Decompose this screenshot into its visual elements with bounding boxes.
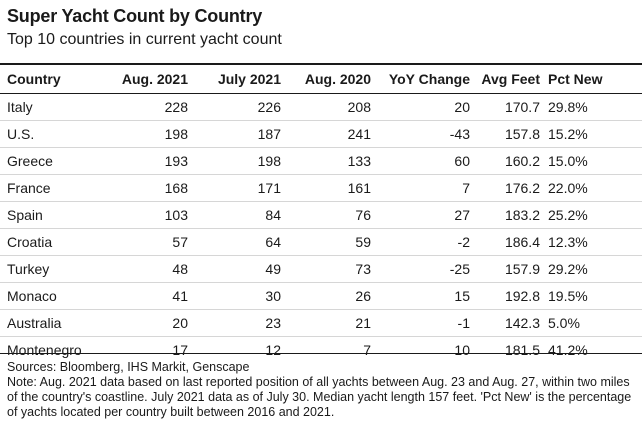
cell-yoy-change: 15 bbox=[375, 282, 472, 310]
cell-aug-2021: 57 bbox=[105, 228, 192, 256]
column-header-july-2021: July 2021 bbox=[192, 65, 283, 94]
chart-title: Super Yacht Count by Country bbox=[7, 6, 263, 26]
table-row: Australia 20 23 21 -1 142.3 5.0% bbox=[0, 309, 642, 337]
cell-yoy-change: -43 bbox=[375, 120, 472, 148]
table-row: Croatia 57 64 59 -2 186.4 12.3% bbox=[0, 228, 642, 256]
cell-country: Croatia bbox=[0, 228, 105, 256]
cell-aug-2021: 168 bbox=[105, 174, 192, 202]
table-row: U.S. 198 187 241 -43 157.8 15.2% bbox=[0, 120, 642, 148]
cell-july-2021: 23 bbox=[192, 309, 283, 337]
cell-july-2021: 171 bbox=[192, 174, 283, 202]
column-header-aug-2021: Aug. 2021 bbox=[105, 65, 192, 94]
cell-yoy-change: -1 bbox=[375, 309, 472, 337]
cell-aug-2021: 41 bbox=[105, 282, 192, 310]
cell-aug-2020: 21 bbox=[283, 309, 375, 337]
cell-aug-2020: 7 bbox=[363, 342, 371, 358]
cell-july-2021: 12 bbox=[265, 342, 281, 358]
cell-yoy-change: -25 bbox=[375, 255, 472, 283]
cell-country: Turkey bbox=[0, 255, 105, 283]
cell-yoy-change: -2 bbox=[375, 228, 472, 256]
cell-aug-2020: 59 bbox=[283, 228, 375, 256]
column-header-avg-feet: Avg Feet bbox=[472, 65, 542, 94]
cell-aug-2020: 26 bbox=[283, 282, 375, 310]
top-rule bbox=[0, 63, 642, 65]
cell-yoy-change: 60 bbox=[375, 147, 472, 175]
cell-country: Montenegro bbox=[7, 342, 82, 358]
cell-pct-new: 22.0% bbox=[542, 174, 642, 202]
table-header-row: Country Aug. 2021 July 2021 Aug. 2020 Yo… bbox=[0, 65, 642, 94]
cell-avg-feet: 181.5 bbox=[504, 342, 540, 358]
table-row: Spain 103 84 76 27 183.2 25.2% bbox=[0, 201, 642, 229]
cell-country: Australia bbox=[0, 309, 105, 337]
cell-country: U.S. bbox=[0, 120, 105, 148]
cell-yoy-change: 20 bbox=[375, 93, 472, 121]
cell-aug-2021: 198 bbox=[105, 120, 192, 148]
cell-pct-new: 5.0% bbox=[542, 309, 642, 337]
table-row: Monaco 41 30 26 15 192.8 19.5% bbox=[0, 282, 642, 310]
cell-pct-new: 29.8% bbox=[542, 93, 642, 121]
cell-yoy-change: 27 bbox=[375, 201, 472, 229]
cell-july-2021: 64 bbox=[192, 228, 283, 256]
cell-pct-new: 15.0% bbox=[542, 147, 642, 175]
cell-yoy-change: 10 bbox=[454, 342, 470, 358]
cell-july-2021: 49 bbox=[192, 255, 283, 283]
cell-july-2021: 198 bbox=[192, 147, 283, 175]
cell-aug-2021: 17 bbox=[172, 342, 188, 358]
table-row: Montenegro 17 12 7 10 181.5 41.2% bbox=[0, 337, 642, 364]
cell-country: France bbox=[0, 174, 105, 202]
cell-july-2021: 187 bbox=[192, 120, 283, 148]
cell-pct-new: 29.2% bbox=[542, 255, 642, 283]
cell-avg-feet: 192.8 bbox=[472, 282, 542, 310]
cell-aug-2021: 228 bbox=[105, 93, 192, 121]
cell-avg-feet: 142.3 bbox=[472, 309, 542, 337]
cell-pct-new: 15.2% bbox=[542, 120, 642, 148]
column-header-pct-new: Pct New bbox=[542, 65, 642, 94]
cell-aug-2021: 103 bbox=[105, 201, 192, 229]
table-row: France 168 171 161 7 176.2 22.0% bbox=[0, 174, 642, 202]
table-row: Italy 228 226 208 20 170.7 29.8% bbox=[0, 93, 642, 121]
cell-country: Greece bbox=[0, 147, 105, 175]
column-header-country: Country bbox=[0, 65, 105, 94]
cell-country: Monaco bbox=[0, 282, 105, 310]
cell-avg-feet: 157.9 bbox=[472, 255, 542, 283]
cell-pct-new: 25.2% bbox=[542, 201, 642, 229]
cell-aug-2021: 20 bbox=[105, 309, 192, 337]
cell-avg-feet: 176.2 bbox=[472, 174, 542, 202]
cell-july-2021: 84 bbox=[192, 201, 283, 229]
table-row: Turkey 48 49 73 -25 157.9 29.2% bbox=[0, 255, 642, 283]
cell-aug-2021: 48 bbox=[105, 255, 192, 283]
cell-aug-2020: 161 bbox=[283, 174, 375, 202]
cell-pct-new: 12.3% bbox=[542, 228, 642, 256]
source-text: Sources: Bloomberg, IHS Markit, Genscape bbox=[7, 360, 250, 374]
cell-july-2021: 30 bbox=[192, 282, 283, 310]
cell-july-2021: 226 bbox=[192, 93, 283, 121]
column-header-aug-2020: Aug. 2020 bbox=[283, 65, 375, 94]
yacht-table: Country Aug. 2021 July 2021 Aug. 2020 Yo… bbox=[0, 65, 642, 363]
cell-avg-feet: 157.8 bbox=[472, 120, 542, 148]
cell-yoy-change: 7 bbox=[375, 174, 472, 202]
column-header-yoy-change: YoY Change bbox=[375, 65, 472, 94]
chart-subtitle: Top 10 countries in current yacht count bbox=[7, 31, 282, 48]
cell-aug-2020: 208 bbox=[283, 93, 375, 121]
cell-aug-2020: 133 bbox=[283, 147, 375, 175]
table-body: Italy 228 226 208 20 170.7 29.8% U.S. 198 187 241-… bbox=[0, 93, 642, 364]
cell-aug-2021: 193 bbox=[105, 147, 192, 175]
cell-avg-feet: 160.2 bbox=[472, 147, 542, 175]
cell-pct-new: 19.5% bbox=[542, 282, 642, 310]
cell-avg-feet: 170.7 bbox=[472, 93, 542, 121]
cell-aug-2020: 73 bbox=[283, 255, 375, 283]
cell-avg-feet: 183.2 bbox=[472, 201, 542, 229]
cell-avg-feet: 186.4 bbox=[472, 228, 542, 256]
cell-pct-new: 41.2% bbox=[548, 342, 588, 358]
cell-aug-2020: 76 bbox=[283, 201, 375, 229]
cell-aug-2020: 241 bbox=[283, 120, 375, 148]
table-row: Greece 193 198 133 60 160.2 15.0% bbox=[0, 147, 642, 175]
note-text: Note: Aug. 2021 data based on last repor… bbox=[7, 375, 632, 419]
cell-country: Spain bbox=[0, 201, 105, 229]
cell-country: Italy bbox=[0, 93, 105, 121]
bottom-rule bbox=[0, 353, 642, 354]
